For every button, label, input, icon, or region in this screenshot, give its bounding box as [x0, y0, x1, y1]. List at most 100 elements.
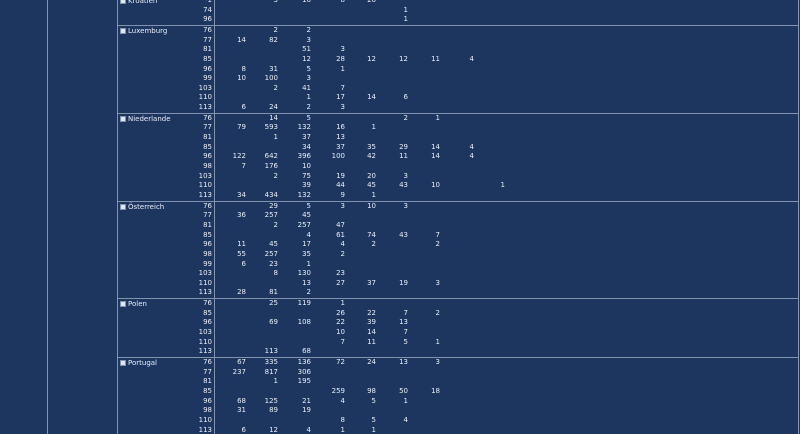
row-key: 76: [203, 113, 212, 122]
table-cell: 20: [367, 171, 376, 180]
table-cell: 81: [269, 288, 278, 297]
expand-toggle-icon[interactable]: [120, 0, 126, 4]
table-row: 85 259 98 50 18: [118, 387, 798, 396]
table-cell: 1: [371, 190, 376, 199]
table-cell: 26: [367, 0, 376, 4]
expand-toggle-icon[interactable]: [120, 115, 126, 122]
group-label[interactable]: Polen: [120, 300, 147, 308]
table-cell: 257: [297, 220, 311, 229]
table-cell: 434: [264, 190, 278, 199]
table-cell: 1: [340, 299, 345, 308]
table-row: 74 1: [118, 6, 798, 15]
table-cell: 1: [371, 123, 376, 132]
table-row: 110 39 44 45 43 10 1: [118, 181, 798, 190]
table-cell: 8: [340, 415, 345, 424]
table-cell: 4: [469, 54, 474, 63]
expand-toggle-icon[interactable]: [120, 301, 126, 308]
table-cell: 10: [367, 201, 376, 210]
group-label[interactable]: Luxemburg: [120, 27, 167, 35]
group-label[interactable]: Kroatien: [120, 0, 157, 5]
table-cell: 3: [340, 201, 345, 210]
expand-toggle-icon[interactable]: [120, 360, 126, 367]
table-cell: 47: [336, 220, 345, 229]
row-key: 76: [203, 358, 212, 367]
table-cell: 3: [435, 358, 440, 367]
table-row: 110 13 27 37 19 3: [118, 279, 798, 288]
group-label[interactable]: Österreich: [120, 203, 164, 211]
row-key: 98: [203, 406, 212, 415]
column-divider: [214, 0, 215, 434]
table-row: 77 36 257 45: [118, 211, 798, 220]
row-key: 113: [198, 347, 212, 356]
table-row: 85 34 37 35 29 14 4: [118, 143, 798, 152]
row-key: 96: [203, 152, 212, 161]
table-row: 77 14 82 3: [118, 36, 798, 45]
table-cell: 5: [371, 415, 376, 424]
row-key: 113: [198, 103, 212, 112]
table-cell: 7: [340, 83, 345, 92]
table-cell: 7: [403, 308, 408, 317]
row-key: 110: [198, 278, 212, 287]
table-cell: 642: [264, 152, 278, 161]
group-divider: [118, 357, 798, 358]
group-luxemburg: Luxemburg 76 2 2 77 14 82 3 81 51 3 85 12 28 12 12 11 4 96…: [118, 26, 798, 113]
row-key: 85: [203, 142, 212, 151]
row-key: 110: [198, 415, 212, 424]
row-key: 103: [198, 83, 212, 92]
row-key: 99: [203, 74, 212, 83]
table-cell: 1: [435, 337, 440, 346]
group-label[interactable]: Portugal: [120, 359, 157, 367]
table-row: 76 29 5 3 10 3: [118, 202, 798, 211]
table-row: 77 237 817 306: [118, 368, 798, 377]
row-key: -1: [205, 0, 212, 4]
table-cell: 122: [232, 152, 246, 161]
table-cell: 39: [302, 181, 311, 190]
table-cell: 2: [340, 249, 345, 258]
table-cell: 593: [264, 123, 278, 132]
expand-toggle-icon[interactable]: [120, 27, 126, 34]
table-cell: 195: [297, 377, 311, 386]
table-cell: 237: [232, 367, 246, 376]
table-cell: 10: [336, 328, 345, 337]
table-cell: 50: [399, 386, 408, 395]
table-row: 76 25 119 1: [118, 299, 798, 308]
table-cell: 11: [399, 152, 408, 161]
table-cell: 7: [403, 328, 408, 337]
table-cell: 3: [403, 171, 408, 180]
table-cell: 6: [403, 93, 408, 102]
row-key: 98: [203, 249, 212, 258]
table-cell: 4: [403, 415, 408, 424]
table-cell: 2: [403, 113, 408, 122]
row-key: 76: [203, 299, 212, 308]
row-key: 113: [198, 288, 212, 297]
row-key: 77: [203, 211, 212, 220]
row-key: 77: [203, 123, 212, 132]
group-label[interactable]: Niederlande: [120, 115, 171, 123]
table-cell: 37: [336, 142, 345, 151]
table-cell: 68: [302, 347, 311, 356]
table-row: 103 2 41 7: [118, 84, 798, 93]
table-cell: 45: [269, 240, 278, 249]
table-cell: 72: [336, 358, 345, 367]
expand-toggle-icon[interactable]: [120, 203, 126, 210]
row-key: 76: [203, 25, 212, 34]
table-cell: 4: [340, 396, 345, 405]
table-cell: 34: [302, 142, 311, 151]
table-cell: 68: [237, 396, 246, 405]
table-cell: 113: [264, 347, 278, 356]
group-name: Luxemburg: [128, 26, 168, 35]
table-cell: 2: [273, 171, 278, 180]
table-cell: 41: [302, 83, 311, 92]
table-cell: 19: [302, 406, 311, 415]
group-name: Niederlande: [128, 114, 171, 123]
table-cell: 67: [237, 358, 246, 367]
table-cell: 10: [237, 74, 246, 83]
table-cell: 37: [302, 133, 311, 142]
table-cell: 100: [331, 152, 345, 161]
table-cell: 2: [306, 25, 311, 34]
group-österreich: Österreich 76 29 5 3 10 3 77 36 257 45 81 2 257 47 85 4 6…: [118, 202, 798, 299]
table-cell: 257: [264, 249, 278, 258]
table-cell: 74: [367, 230, 376, 239]
table-cell: 2: [273, 83, 278, 92]
